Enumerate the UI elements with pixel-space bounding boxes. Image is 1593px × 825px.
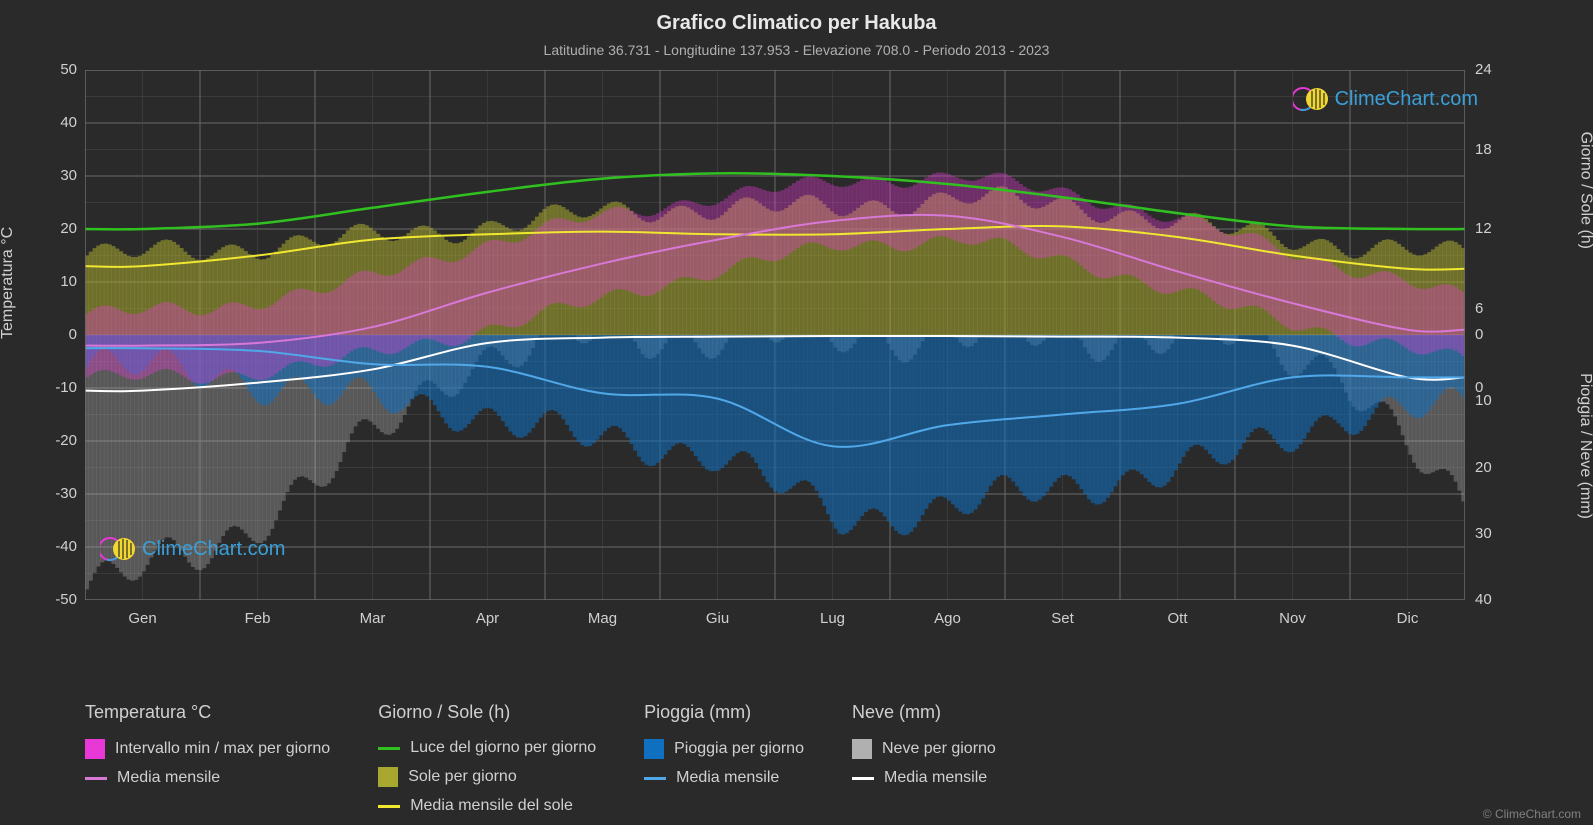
legend-swatch [644, 739, 664, 759]
legend-item: Pioggia per giorno [644, 739, 804, 759]
y-tick-left: -20 [55, 432, 77, 449]
legend-swatch [378, 805, 400, 808]
y-axis-left-label: Temperatura °C [0, 227, 17, 339]
legend-swatch [378, 767, 398, 787]
watermark-text: ClimeChart.com [1335, 88, 1478, 111]
y-axis-right-top-label: Giorno / Sole (h) [1576, 132, 1593, 249]
legend-column: Neve (mm) Neve per giorno Media mensile [852, 702, 996, 815]
y-tick-right-bottom: 10 [1475, 392, 1492, 409]
y-axis-right-bottom-label: Pioggia / Neve (mm) [1576, 373, 1593, 519]
x-tick-month: Giu [698, 610, 738, 627]
legend-label: Pioggia per giorno [674, 740, 804, 758]
x-tick-month: Nov [1273, 610, 1313, 627]
chart-subtitle: Latitudine 36.731 - Longitudine 137.953 … [0, 42, 1593, 58]
legend-label: Neve per giorno [882, 740, 996, 758]
x-tick-month: Set [1043, 610, 1083, 627]
legend-item: Intervallo min / max per giorno [85, 739, 330, 759]
y-tick-right-bottom: 30 [1475, 525, 1492, 542]
y-tick-left: -40 [55, 538, 77, 555]
legend-swatch [378, 747, 400, 750]
y-tick-left: 30 [60, 167, 77, 184]
x-tick-month: Mar [353, 610, 393, 627]
legend: Temperatura °C Intervallo min / max per g… [85, 702, 1533, 815]
y-tick-left: 10 [60, 273, 77, 290]
legend-swatch [852, 739, 872, 759]
legend-swatch [85, 777, 107, 780]
x-tick-month: Gen [123, 610, 163, 627]
legend-label: Luce del giorno per giorno [410, 739, 596, 757]
legend-column: Giorno / Sole (h) Luce del giorno per gio… [378, 702, 596, 815]
legend-item: Neve per giorno [852, 739, 996, 759]
legend-swatch [85, 739, 105, 759]
y-tick-left: 0 [69, 326, 77, 343]
y-tick-left: -10 [55, 379, 77, 396]
x-tick-month: Ott [1158, 610, 1198, 627]
y-tick-left: -50 [55, 591, 77, 608]
y-tick-right-bottom: 40 [1475, 591, 1492, 608]
y-tick-left: -30 [55, 485, 77, 502]
legend-header: Neve (mm) [852, 702, 996, 723]
x-tick-month: Ago [928, 610, 968, 627]
x-tick-month: Apr [468, 610, 508, 627]
watermark-bottom: ClimeChart.com [100, 535, 285, 563]
y-tick-right-top: 6 [1475, 300, 1483, 317]
legend-item: Media mensile [852, 769, 996, 787]
legend-column: Pioggia (mm) Pioggia per giorno Media mens… [644, 702, 804, 815]
legend-swatch [852, 777, 874, 780]
legend-item: Media mensile [644, 769, 804, 787]
legend-label: Media mensile [884, 769, 987, 787]
copyright: © ClimeChart.com [1483, 807, 1581, 821]
x-tick-month: Feb [238, 610, 278, 627]
legend-item: Media mensile del sole [378, 797, 596, 815]
legend-header: Temperatura °C [85, 702, 330, 723]
chart-svg [85, 70, 1465, 600]
y-tick-left: 50 [60, 61, 77, 78]
climechart-logo-icon [100, 535, 136, 563]
watermark-text: ClimeChart.com [142, 538, 285, 561]
legend-header: Pioggia (mm) [644, 702, 804, 723]
legend-item: Sole per giorno [378, 767, 596, 787]
watermark-top: ClimeChart.com [1293, 85, 1478, 113]
legend-label: Media mensile del sole [410, 797, 573, 815]
legend-label: Media mensile [117, 769, 220, 787]
legend-header: Giorno / Sole (h) [378, 702, 596, 723]
climechart-logo-icon [1293, 85, 1329, 113]
y-tick-left: 40 [60, 114, 77, 131]
chart-title: Grafico Climatico per Hakuba [0, 12, 1593, 35]
x-tick-month: Lug [813, 610, 853, 627]
y-tick-right-top: 18 [1475, 141, 1492, 158]
legend-label: Media mensile [676, 769, 779, 787]
legend-swatch [644, 777, 666, 780]
legend-label: Sole per giorno [408, 768, 517, 786]
y-tick-left: 20 [60, 220, 77, 237]
legend-column: Temperatura °C Intervallo min / max per g… [85, 702, 330, 815]
y-tick-right-bottom: 20 [1475, 459, 1492, 476]
y-tick-right-top: 12 [1475, 220, 1492, 237]
x-tick-month: Dic [1388, 610, 1428, 627]
x-tick-month: Mag [583, 610, 623, 627]
chart-plot-area [85, 70, 1465, 600]
legend-item: Luce del giorno per giorno [378, 739, 596, 757]
y-tick-right-top: 24 [1475, 61, 1492, 78]
y-tick-right-bottom: 0 [1475, 326, 1483, 343]
legend-item: Media mensile [85, 769, 330, 787]
legend-label: Intervallo min / max per giorno [115, 740, 330, 758]
